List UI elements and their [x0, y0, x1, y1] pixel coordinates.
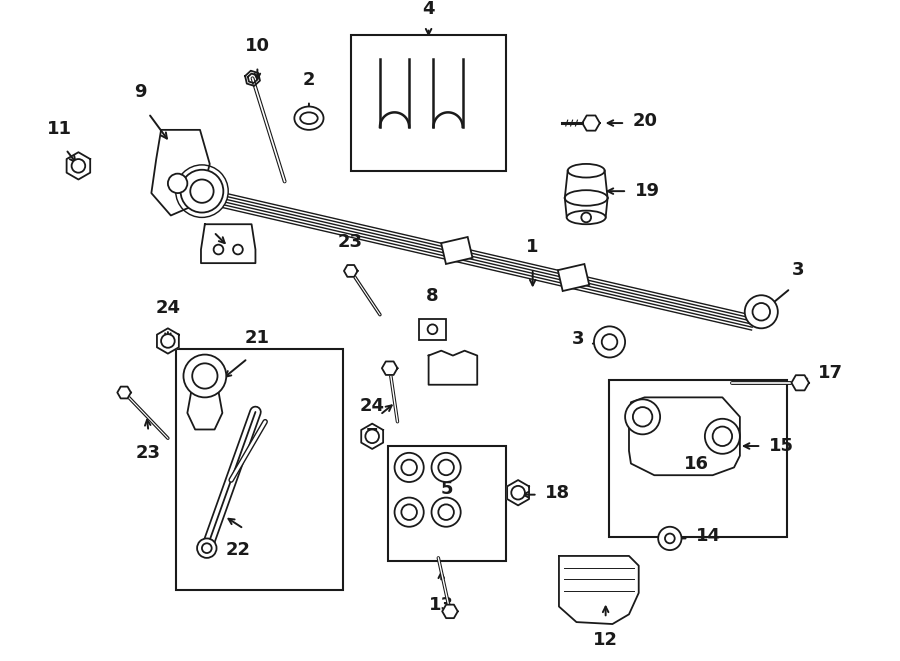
- Text: 13: 13: [428, 596, 454, 614]
- Circle shape: [184, 354, 226, 397]
- Text: 14: 14: [696, 527, 721, 545]
- Text: 11: 11: [47, 120, 71, 137]
- Circle shape: [633, 407, 652, 426]
- Polygon shape: [361, 424, 383, 449]
- Circle shape: [428, 325, 437, 334]
- Text: 15: 15: [770, 437, 794, 455]
- Circle shape: [72, 159, 86, 173]
- Text: 3: 3: [572, 330, 584, 348]
- Circle shape: [594, 327, 625, 358]
- Ellipse shape: [301, 112, 318, 124]
- Text: 20: 20: [633, 112, 658, 130]
- Polygon shape: [151, 130, 210, 215]
- Polygon shape: [582, 116, 599, 131]
- Text: 2: 2: [302, 71, 315, 89]
- Circle shape: [752, 303, 770, 321]
- Bar: [418, 319, 446, 340]
- Polygon shape: [428, 351, 477, 385]
- Polygon shape: [791, 375, 809, 391]
- Text: 6: 6: [201, 202, 213, 220]
- Text: 22: 22: [225, 541, 250, 559]
- Bar: [608, 380, 787, 537]
- Text: 17: 17: [818, 364, 842, 382]
- Text: 24: 24: [156, 299, 180, 317]
- Circle shape: [233, 245, 243, 254]
- Circle shape: [626, 399, 660, 434]
- Circle shape: [401, 504, 417, 520]
- Circle shape: [744, 295, 778, 329]
- Bar: [441, 237, 472, 264]
- Text: 18: 18: [545, 484, 571, 502]
- Bar: [351, 34, 507, 171]
- Circle shape: [401, 459, 417, 475]
- Circle shape: [176, 165, 229, 217]
- Text: 5: 5: [441, 480, 454, 498]
- Polygon shape: [442, 605, 458, 618]
- Text: 23: 23: [338, 233, 363, 251]
- Polygon shape: [559, 556, 639, 624]
- Bar: [176, 349, 343, 590]
- Circle shape: [190, 180, 213, 203]
- Circle shape: [665, 533, 675, 543]
- Ellipse shape: [568, 164, 605, 178]
- Circle shape: [161, 334, 175, 348]
- Circle shape: [581, 213, 591, 222]
- Text: 1: 1: [526, 239, 539, 256]
- Circle shape: [394, 453, 424, 482]
- Polygon shape: [67, 152, 90, 180]
- Polygon shape: [344, 265, 357, 277]
- Text: 7: 7: [366, 426, 378, 445]
- Text: 21: 21: [245, 329, 270, 347]
- Text: 9: 9: [134, 83, 147, 100]
- Text: 3: 3: [792, 260, 805, 279]
- Text: 24: 24: [360, 397, 384, 415]
- Circle shape: [658, 527, 681, 550]
- Circle shape: [197, 539, 217, 558]
- Circle shape: [202, 543, 211, 553]
- Polygon shape: [507, 480, 529, 506]
- Circle shape: [394, 498, 424, 527]
- Ellipse shape: [565, 190, 608, 206]
- Circle shape: [181, 170, 223, 213]
- Ellipse shape: [294, 106, 323, 130]
- Ellipse shape: [567, 211, 606, 224]
- Polygon shape: [629, 397, 740, 475]
- Circle shape: [431, 498, 461, 527]
- Circle shape: [431, 453, 461, 482]
- Polygon shape: [382, 362, 398, 375]
- Bar: [388, 446, 507, 561]
- Text: 16: 16: [684, 455, 708, 473]
- Text: 12: 12: [593, 631, 618, 649]
- Circle shape: [511, 486, 525, 500]
- Polygon shape: [157, 329, 179, 354]
- Circle shape: [438, 504, 454, 520]
- Text: 4: 4: [422, 0, 435, 18]
- Text: 19: 19: [634, 182, 660, 200]
- Circle shape: [168, 174, 187, 193]
- Text: 10: 10: [245, 37, 270, 55]
- Text: 8: 8: [427, 287, 439, 305]
- Circle shape: [365, 430, 379, 443]
- Polygon shape: [201, 224, 256, 263]
- Circle shape: [602, 334, 617, 350]
- Circle shape: [193, 364, 218, 389]
- Circle shape: [705, 419, 740, 454]
- Circle shape: [438, 459, 454, 475]
- Circle shape: [213, 245, 223, 254]
- Text: 23: 23: [136, 444, 161, 462]
- Circle shape: [713, 426, 732, 446]
- Polygon shape: [117, 387, 130, 399]
- Bar: [558, 264, 590, 291]
